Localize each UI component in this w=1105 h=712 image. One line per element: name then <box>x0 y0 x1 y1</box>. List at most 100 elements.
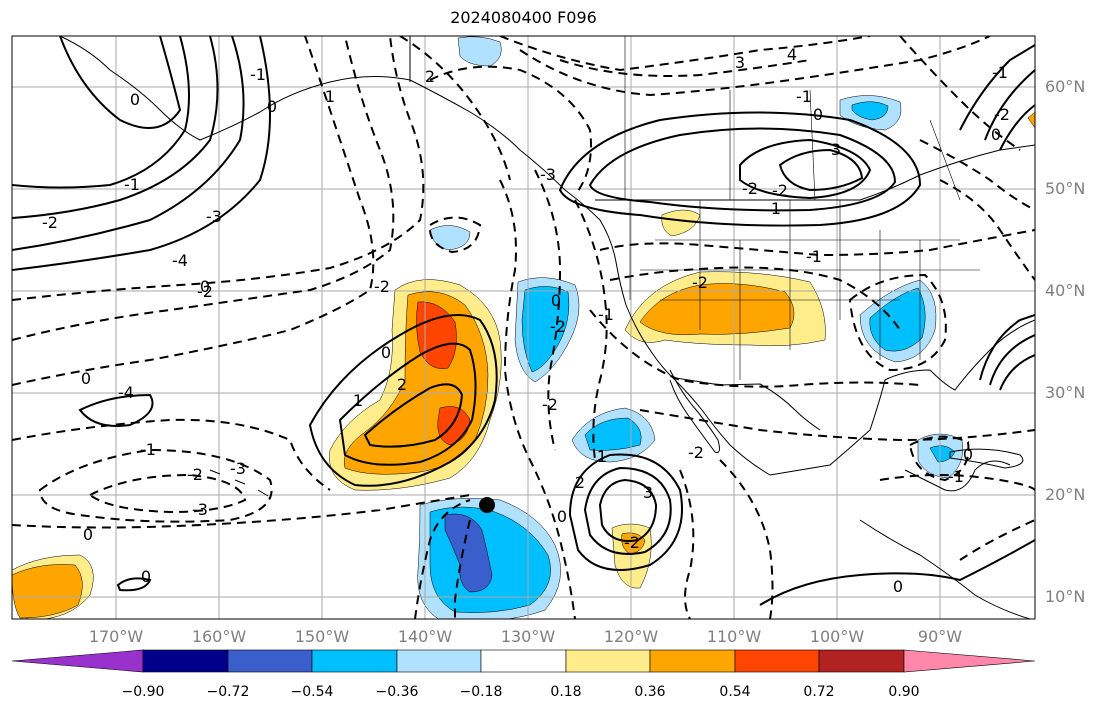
contour-label: -2 <box>374 277 390 296</box>
colorbar-bin <box>734 649 820 673</box>
negative-anomaly-canada-core <box>851 101 889 121</box>
contour-label: 0 <box>130 90 140 109</box>
contour-label: -2 <box>187 465 203 484</box>
contour-neg-far-east <box>959 519 1035 561</box>
colorbar-bin <box>311 649 398 673</box>
contour-label: -1 <box>124 175 140 194</box>
contour-northeast-canada <box>959 44 1035 151</box>
lon-label: 150°W <box>294 627 350 646</box>
contour-label: 0 <box>200 277 210 296</box>
colorbar-tick-label: −0.54 <box>290 684 334 700</box>
colorbar-tick-label: 0.54 <box>719 684 751 700</box>
contour-neg-gulf-low <box>848 273 947 372</box>
contour-label: 0 <box>551 291 561 310</box>
negative-anomaly-alaska <box>457 36 502 67</box>
contour-alaska-ridge-2 <box>12 36 245 251</box>
colorbar-tick-label: −0.36 <box>375 684 419 700</box>
contour-central-pacific-zero <box>78 393 154 427</box>
contour-neg-caribbean <box>908 435 970 482</box>
contour-label: -2 <box>692 273 708 292</box>
contour-label: 1 <box>325 87 335 106</box>
gulf-coast <box>769 319 1035 476</box>
contour-atlantic-high <box>979 314 1035 391</box>
colorbar-tick-label: −0.72 <box>206 684 250 700</box>
colorbar-bin <box>649 649 736 673</box>
negative-anomaly-atlantic-edge <box>1027 111 1035 129</box>
contour-neg-pacific-1 <box>12 36 395 341</box>
negative-anomaly-caribbean-core <box>929 445 956 463</box>
contour-neg-pacific-zero <box>12 36 375 386</box>
contour-label: 1 <box>771 199 781 218</box>
contour-label: 0 <box>813 105 823 124</box>
contour-label: -1 <box>140 440 156 459</box>
lat-label: 30°N <box>1045 383 1086 402</box>
colorbar-tick-label: −0.90 <box>121 684 165 700</box>
colorbar-bin <box>396 649 482 673</box>
positive-anomaly-west-edge-core <box>12 564 83 619</box>
lat-label: 60°N <box>1045 77 1086 96</box>
contour-label: 0 <box>83 525 93 544</box>
contour-label: -1 <box>250 65 266 84</box>
contour-label: 0 <box>141 567 151 586</box>
colorbar <box>11 649 1036 673</box>
lon-label: 120°W <box>603 627 659 646</box>
lat-label: 20°N <box>1045 485 1086 504</box>
negative-anomaly-mexico-core <box>584 417 642 451</box>
contour-alaska-ridge-1 <box>12 36 271 271</box>
contour-mexico-low-inner <box>598 478 658 542</box>
canada-border <box>409 36 1035 201</box>
contour-pacific-ridge-outer <box>308 314 498 487</box>
contour-neg-trough-inner <box>454 519 471 619</box>
contour-label: 3 <box>735 53 745 72</box>
contour-neg-south-trough <box>414 499 471 619</box>
contour-neg-trough-2 <box>12 418 331 491</box>
contour-south-edge <box>759 539 1035 606</box>
contour-neg-coastal-3 <box>574 199 608 461</box>
map-title: 2024080400 F096 <box>450 8 597 27</box>
contour-neg-east-3 <box>899 36 1021 151</box>
contour-neg-us-4 <box>639 409 1035 442</box>
negative-anomaly-offshore-core <box>521 286 570 373</box>
contour-label: -2 <box>197 282 213 301</box>
west-coast <box>599 219 771 476</box>
contour-neg-trough-1 <box>12 494 471 529</box>
lat-label: 40°N <box>1045 281 1086 300</box>
colorbar-bin <box>142 649 229 673</box>
lat-label: 10°N <box>1045 587 1086 606</box>
contour-label: 2 <box>425 67 435 86</box>
contour-neg-gulf-of-alaska <box>429 65 592 196</box>
colorbar-bin <box>818 649 905 673</box>
contour-label: 0 <box>381 343 391 362</box>
shaded-fields <box>12 36 1035 619</box>
contour-label: 2 <box>397 375 407 394</box>
lon-label: 110°W <box>706 627 762 646</box>
colorbar-tick-label: −0.18 <box>459 684 503 700</box>
contour-label: -4 <box>172 251 188 270</box>
contour-label: -2 <box>772 181 788 200</box>
contour-label: -3 <box>206 207 222 226</box>
contour-neg-east-1 <box>939 179 1035 281</box>
canada-provinces <box>624 36 961 201</box>
map-frame <box>11 35 1036 620</box>
contour-label: -1 <box>806 247 822 266</box>
lon-label: 90°W <box>917 627 963 646</box>
contour-label: -1 <box>948 467 964 486</box>
lon-label: 130°W <box>500 627 556 646</box>
state-lines <box>629 200 980 380</box>
contour-neg-canada-north-2 <box>519 36 991 97</box>
contour-label: 2 <box>575 473 585 492</box>
contour-label-group: 0 -1 -2 -3 -4 -2 -1 0 1 2 3 4 0 -1 -2 0 … <box>42 45 1010 596</box>
contour-neg-canada-north-3 <box>559 59 811 77</box>
contour-label: 0 <box>557 507 567 526</box>
baja <box>669 369 720 453</box>
colorbar-bin <box>565 649 651 673</box>
contour-label: -3 <box>192 500 208 519</box>
contour-label: 0 <box>893 577 903 596</box>
colorbar-tick-label: 0.36 <box>634 684 666 700</box>
contour-label: -4 <box>118 383 134 402</box>
map-panel: 0 -1 -2 -3 -4 -2 -1 0 1 2 3 4 0 -1 -2 0 … <box>12 36 1035 619</box>
positive-anomaly-southwest-us-core <box>639 283 795 336</box>
contour-pacific-ridge-inner <box>363 383 464 448</box>
lon-label: 170°W <box>88 627 144 646</box>
